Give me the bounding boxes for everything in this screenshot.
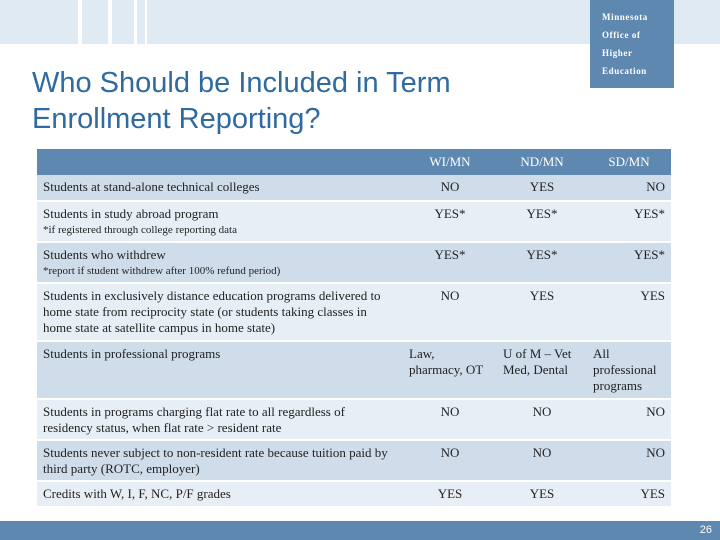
wi-mn-cell: NO <box>403 283 497 342</box>
band-stripe <box>145 0 147 44</box>
row-label-cell: Students never subject to non-resident r… <box>37 440 403 482</box>
logo-line: Minnesota <box>602 12 648 22</box>
enrollment-reporting-table: WI/MN ND/MN SD/MN Students at stand-alon… <box>37 149 671 508</box>
row-label: Students in study abroad program <box>43 206 219 221</box>
table-header-cell <box>37 149 403 175</box>
band-stripe <box>78 0 82 44</box>
row-label: Students who withdrew <box>43 247 166 262</box>
table-header-cell: ND/MN <box>497 149 587 175</box>
row-label-cell: Students at stand-alone technical colleg… <box>37 175 403 202</box>
title-line: Enrollment Reporting? <box>32 103 321 135</box>
wi-mn-cell: YES <box>403 481 497 508</box>
nd-mn-cell: NO <box>497 399 587 441</box>
table-header-row: WI/MN ND/MN SD/MN <box>37 149 671 175</box>
wi-mn-cell: YES* <box>403 242 497 284</box>
row-label-cell: Students in study abroad program *if regi… <box>37 201 403 243</box>
title-line: Who Should be Included in Term <box>32 67 451 99</box>
row-label: Credits with W, I, F, NC, P/F grades <box>43 486 231 501</box>
organization-logo: Minnesota Office of Higher Education <box>590 0 674 88</box>
row-note: *report if student withdrew after 100% r… <box>43 265 281 277</box>
row-label-cell: Students in programs charging flat rate … <box>37 399 403 441</box>
page-number: 26 <box>699 524 712 536</box>
nd-mn-cell: YES <box>497 283 587 342</box>
row-label-cell: Students who withdrew *report if student … <box>37 242 403 284</box>
sd-mn-cell: All professional programs <box>587 341 671 400</box>
table-row: Credits with W, I, F, NC, P/F grades YES… <box>37 481 671 508</box>
table-row: Students in professional programs Law, p… <box>37 341 671 400</box>
logo-line: Education <box>602 66 647 76</box>
row-note: *if registered through college reporting… <box>43 224 237 236</box>
logo-line: Office of <box>602 30 641 40</box>
sd-mn-cell: NO <box>587 175 671 202</box>
nd-mn-cell: YES <box>497 175 587 202</box>
row-label: Students in exclusively distance educati… <box>43 288 381 335</box>
table-row: Students at stand-alone technical colleg… <box>37 175 671 202</box>
nd-mn-cell: YES <box>497 481 587 508</box>
slide-title: Who Should be Included in Term Enrollmen… <box>32 65 572 137</box>
table-header-cell: SD/MN <box>587 149 671 175</box>
row-label: Students never subject to non-resident r… <box>43 445 388 476</box>
row-label: Students in programs charging flat rate … <box>43 404 345 435</box>
row-label-cell: Students in professional programs <box>37 341 403 400</box>
logo-line: Higher <box>602 48 633 58</box>
nd-mn-cell: NO <box>497 440 587 482</box>
wi-mn-cell: NO <box>403 399 497 441</box>
table-row: Students never subject to non-resident r… <box>37 440 671 482</box>
nd-mn-cell: YES* <box>497 201 587 243</box>
row-label: Students in professional programs <box>43 346 221 361</box>
band-stripe <box>108 0 112 44</box>
band-stripe <box>134 0 137 44</box>
footer-bar: 26 <box>0 521 720 540</box>
table-row: Students in exclusively distance educati… <box>37 283 671 342</box>
row-label-cell: Credits with W, I, F, NC, P/F grades <box>37 481 403 508</box>
sd-mn-cell: NO <box>587 440 671 482</box>
sd-mn-cell: YES* <box>587 201 671 243</box>
sd-mn-cell: NO <box>587 399 671 441</box>
nd-mn-cell: YES* <box>497 242 587 284</box>
row-label-cell: Students in exclusively distance educati… <box>37 283 403 342</box>
nd-mn-cell: U of M – Vet Med, Dental <box>497 341 587 400</box>
table-row: Students who withdrew *report if student … <box>37 242 671 284</box>
row-label: Students at stand-alone technical colleg… <box>43 179 260 194</box>
wi-mn-cell: NO <box>403 175 497 202</box>
table-header-cell: WI/MN <box>403 149 497 175</box>
wi-mn-cell: Law, pharmacy, OT <box>403 341 497 400</box>
sd-mn-cell: YES* <box>587 242 671 284</box>
wi-mn-cell: YES* <box>403 201 497 243</box>
wi-mn-cell: NO <box>403 440 497 482</box>
table-row: Students in study abroad program *if regi… <box>37 201 671 243</box>
sd-mn-cell: YES <box>587 481 671 508</box>
sd-mn-cell: YES <box>587 283 671 342</box>
table-row: Students in programs charging flat rate … <box>37 399 671 441</box>
